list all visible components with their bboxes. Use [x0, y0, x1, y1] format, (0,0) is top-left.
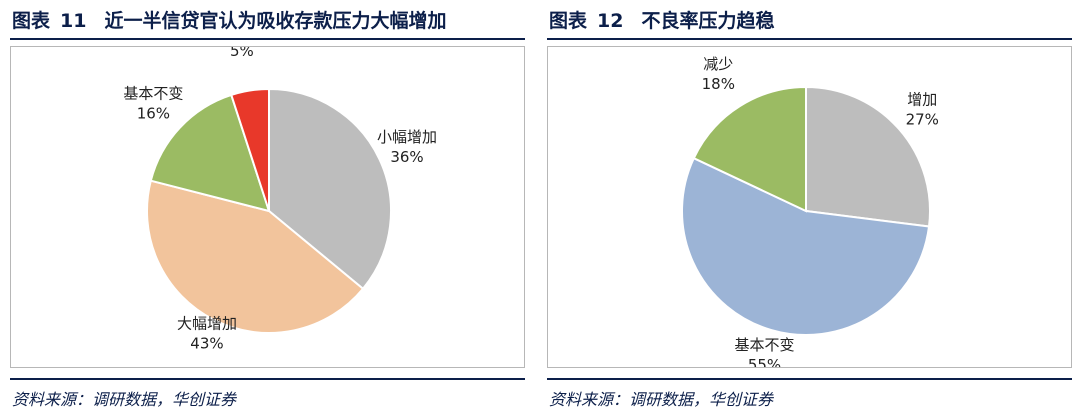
- pie1-slice-0-label: 增加: [907, 90, 937, 108]
- pie0-slice-1: [146, 179, 365, 334]
- pie0-slice-1-value-label: 43%: [190, 335, 223, 353]
- figure-12-chart-frame: 增加 27% 基本不变 55% 减少 18%: [547, 46, 1072, 368]
- figure-11-top-rule: [10, 38, 525, 40]
- pie0-slice-2-label: 基本不变: [123, 84, 183, 102]
- figure-11-title: 图表 11 近一半信贷官认为吸收存款压力大幅增加: [12, 6, 446, 33]
- pie0-slice-2: [149, 93, 271, 213]
- figure-12-top-rule: [547, 38, 1072, 40]
- pie0-slice-0-value-label: 36%: [390, 148, 423, 166]
- pie1-slice-2: [692, 85, 807, 213]
- figure-11-source: 资料来源：调研数据，华创证券: [12, 390, 237, 409]
- figure-11-bottom-rule: [10, 378, 525, 380]
- pie0-slice-1-label: 大幅增加: [177, 315, 237, 333]
- pie0-slice-0-label: 小幅增加: [377, 128, 437, 146]
- figure-12-bottom-rule: [547, 378, 1072, 380]
- pie0-slice-0: [268, 87, 392, 291]
- pie1-slice-0: [805, 85, 931, 228]
- figure-12-panel: 图表 12 不良率压力趋稳 增加 27% 基本不变 55% 减少 18% 资料来源：调研数据，…: [547, 0, 1072, 420]
- pie1-slice-1-label: 基本不变: [734, 336, 794, 354]
- pie0-slice-2-value-label: 16%: [137, 104, 170, 122]
- pie1-slice-2-value-label: 18%: [702, 75, 735, 93]
- pie1-slice-1-value-label: 55%: [748, 356, 781, 367]
- figure-12-source: 资料来源：调研数据，华创证券: [549, 390, 774, 409]
- figure-11-panel: 图表 11 近一半信贷官认为吸收存款压力大幅增加 小幅增加 36% 大幅增加 43% 基本不…: [10, 0, 525, 420]
- figure-12-title-text: 不良率压力趋稳: [641, 10, 775, 32]
- pie0-slice-3: [230, 87, 270, 212]
- figure-12-pie-chart: 增加 27% 基本不变 55% 减少 18%: [681, 55, 939, 367]
- figure-11-title-text: 近一半信贷官认为吸收存款压力大幅增加: [104, 10, 447, 32]
- pie1-slice-0-value-label: 27%: [906, 110, 939, 128]
- figure-12-label: 图表: [549, 10, 588, 32]
- pie0-slice-3-value-label: 5%: [230, 47, 254, 60]
- pie1-slice-1: [681, 156, 931, 336]
- pie1-slice-2-label: 减少: [703, 55, 733, 73]
- figure-12-title: 图表 12 不良率压力趋稳: [549, 6, 774, 33]
- figure-12-number: 12: [597, 10, 624, 32]
- figure-11-number: 11: [60, 10, 87, 32]
- figure-11-label: 图表: [12, 10, 51, 32]
